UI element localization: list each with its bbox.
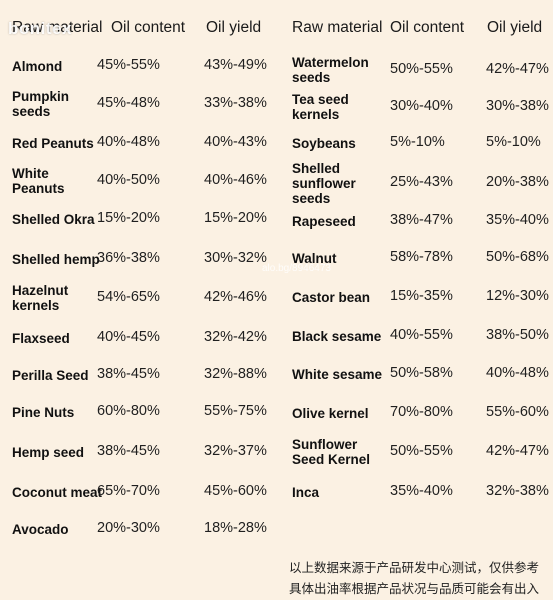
material-name: Perilla Seed [12, 367, 89, 383]
oil-content-value: 38%-45% [97, 443, 160, 459]
oil-yield-value: 5%-10% [486, 134, 541, 150]
oil-yield-value: 50%-68% [486, 249, 549, 265]
material-name: Coconut meat [12, 484, 103, 500]
oil-content-value: 25%-43% [390, 174, 453, 190]
oil-content-value: 15%-20% [97, 210, 160, 226]
material-name: Pine Nuts [12, 404, 75, 420]
material-name: Shelled hemp [12, 251, 100, 267]
oil-content-value: 70%-80% [390, 404, 453, 420]
oil-yield-value: 40%-43% [204, 134, 267, 150]
material-name: Hazelnut kernels [12, 283, 69, 313]
material-name: Walnut [292, 250, 337, 266]
oil-yield-value: 42%-47% [486, 61, 549, 77]
oil-content-value: 36%-38% [97, 250, 160, 266]
oil-content-value: 58%-78% [390, 249, 453, 265]
oil-content-value: 50%-58% [390, 365, 453, 381]
oil-content-value: 54%-65% [97, 289, 160, 305]
oil-yield-value: 30%-38% [486, 98, 549, 114]
footnote-line-2: 具体出油率根据产品状况与品质可能会有出入 [289, 582, 540, 596]
oil-content-value: 5%-10% [390, 134, 445, 150]
oil-content-value: 40%-50% [97, 172, 160, 188]
oil-content-value: 60%-80% [97, 403, 160, 419]
oil-yield-value: 42%-46% [204, 289, 267, 305]
material-name: White Peanuts [12, 166, 65, 196]
oil-content-value: 20%-30% [97, 520, 160, 536]
header-oil-content-right: Oil content [390, 19, 465, 36]
material-name: Inca [292, 484, 320, 500]
oil-content-value: 45%-55% [97, 57, 160, 73]
material-name: Pumpkin seeds [12, 89, 70, 119]
material-name: Black sesame [292, 328, 382, 344]
oil-yield-value: 15%-20% [204, 210, 267, 226]
oil-content-value: 65%-70% [97, 483, 160, 499]
material-name: Shelled Okra [12, 211, 95, 227]
oil-yield-value: 32%-88% [204, 366, 267, 382]
oil-content-value: 40%-45% [97, 329, 160, 345]
material-name: Shelled sunflower seeds [292, 160, 356, 206]
material-name: Watermelon seeds [292, 55, 369, 85]
oil-yield-value: 30%-32% [204, 250, 267, 266]
oil-yield-value: 45%-60% [204, 483, 267, 499]
oil-yield-value: 55%-60% [486, 404, 549, 420]
header-raw-material-left: Raw material [12, 19, 103, 36]
material-name: Flaxseed [12, 330, 70, 346]
footnote-line-1: 以上数据来源于产品研发中心测试，仅供参考 [289, 561, 540, 575]
watermark-logo: bonitex [8, 19, 72, 38]
oil-yield-value: 32%-38% [486, 483, 549, 499]
oil-content-value: 50%-55% [390, 443, 453, 459]
material-name: Red Peanuts [12, 135, 94, 151]
oil-yield-value: 18%-28% [204, 520, 267, 536]
oil-yield-value: 38%-50% [486, 327, 549, 343]
material-name: Soybeans [292, 135, 356, 151]
oil-content-value: 15%-35% [390, 288, 453, 304]
material-name: Castor bean [292, 289, 371, 305]
oil-yield-value: 33%-38% [204, 95, 267, 111]
header-raw-material-right: Raw material [292, 19, 383, 36]
watermark-url: alo.bg/8946473 [262, 263, 331, 274]
oil-content-value: 38%-47% [390, 212, 453, 228]
oil-content-value: 38%-45% [97, 366, 160, 382]
oil-content-value: 40%-55% [390, 327, 453, 343]
oil-content-value: 45%-48% [97, 95, 160, 111]
material-name: Tea seed kernels [292, 92, 349, 122]
oil-content-value: 40%-48% [97, 134, 160, 150]
material-name: Hemp seed [12, 444, 85, 460]
oil-yield-value: 12%-30% [486, 288, 549, 304]
material-name: Avocado [12, 521, 69, 537]
oil-content-value: 35%-40% [390, 483, 453, 499]
oil-yield-value: 35%-40% [486, 212, 549, 228]
oil-yield-value: 40%-48% [486, 365, 549, 381]
oil-yield-value: 32%-42% [204, 329, 267, 345]
oil-yield-value: 42%-47% [486, 443, 549, 459]
oil-content-value: 50%-55% [390, 61, 453, 77]
material-name: Sunflower Seed Kernel [292, 437, 371, 467]
header-oil-yield-right: Oil yield [487, 19, 543, 36]
oil-yield-value: 32%-37% [204, 443, 267, 459]
material-name: White sesame [292, 366, 383, 382]
oil-yield-value: 20%-38% [486, 174, 549, 190]
material-name: Olive kernel [292, 405, 369, 421]
oil-yield-value: 43%-49% [204, 57, 267, 73]
header-oil-yield-left: Oil yield [206, 19, 262, 36]
oil-yield-value: 55%-75% [204, 403, 267, 419]
oil-content-value: 30%-40% [390, 98, 453, 114]
material-name: Almond [12, 58, 63, 74]
oil-yield-value: 40%-46% [204, 172, 267, 188]
header-oil-content-left: Oil content [111, 19, 186, 36]
material-name: Rapeseed [292, 213, 356, 229]
